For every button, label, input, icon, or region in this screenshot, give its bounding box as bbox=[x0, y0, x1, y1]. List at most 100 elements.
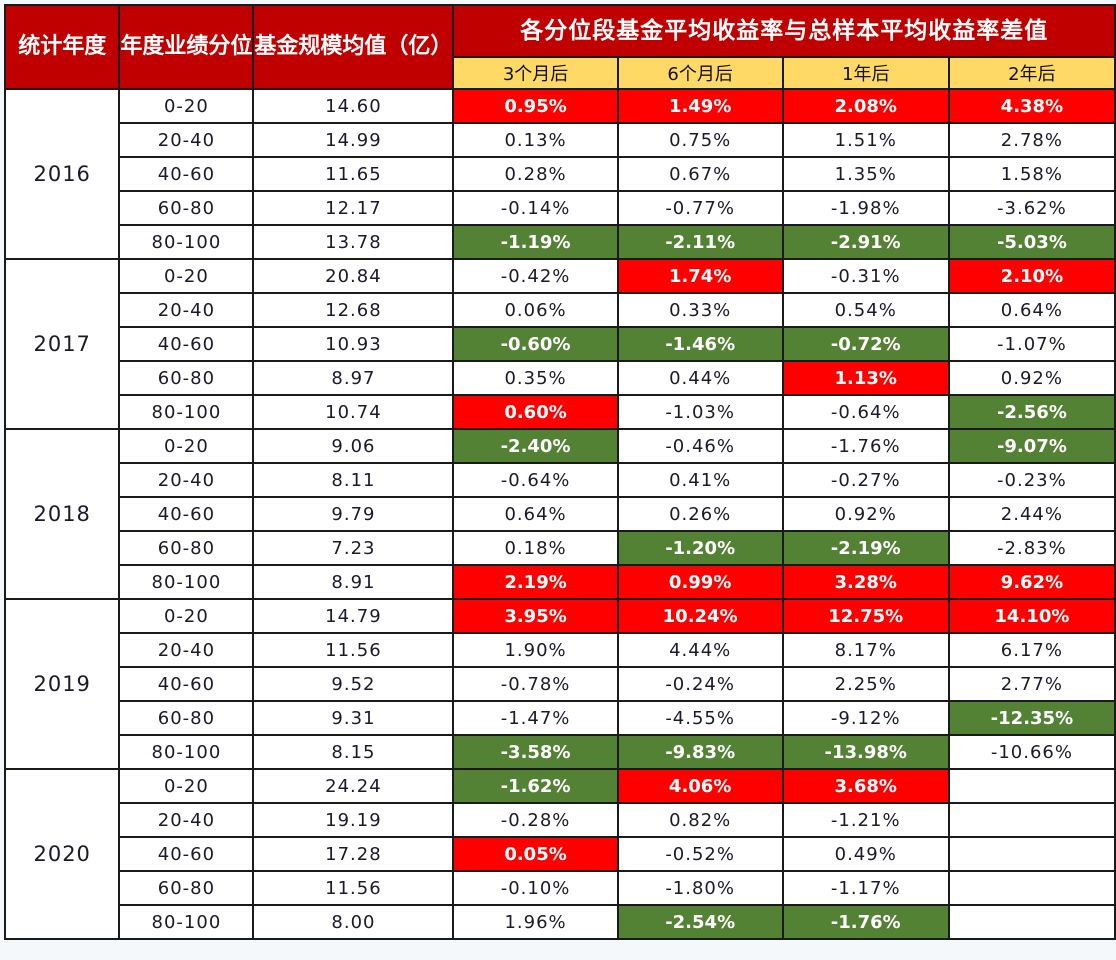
quantile-cell: 20-40 bbox=[118, 122, 255, 158]
fund-size-cell: 24.24 bbox=[252, 768, 455, 804]
header-2-years: 2年后 bbox=[947, 56, 1116, 90]
quantile-cell: 40-60 bbox=[118, 326, 255, 362]
return-diff-cell: -2.54% bbox=[616, 904, 784, 940]
fund-size-cell: 13.78 bbox=[252, 224, 455, 260]
empty-cell bbox=[947, 836, 1116, 872]
table-row: 2019 0-20 14.79 3.95% 10.24% 12.75% 14.10% bbox=[3, 598, 1116, 770]
fund-size-cell: 19.19 bbox=[252, 802, 455, 838]
year-cell: 2019 bbox=[3, 598, 121, 770]
return-diff-cell: 0.95% bbox=[452, 88, 619, 124]
fund-size-cell: 8.15 bbox=[252, 734, 455, 770]
return-diff-cell: 2.44% bbox=[947, 496, 1116, 532]
table-row: 20-40 12.68 0.06% 0.33% 0.54% 0.64% bbox=[5, 292, 1116, 328]
return-diff-cell: -9.07% bbox=[947, 428, 1116, 464]
quantile-cell: 20-40 bbox=[118, 802, 255, 838]
return-diff-cell: 2.19% bbox=[452, 564, 619, 600]
return-diff-cell: 1.35% bbox=[781, 156, 950, 192]
return-diff-cell: 0.49% bbox=[781, 836, 950, 872]
quantile-cell: 60-80 bbox=[118, 700, 255, 736]
fund-size-cell: 14.60 bbox=[252, 88, 455, 124]
table-row: 2017 0-20 20.84 -0.42% 1.74% -0.31% 2.10% bbox=[3, 258, 1116, 430]
return-diff-cell: -0.31% bbox=[781, 258, 950, 294]
return-diff-cell: 9.62% bbox=[947, 564, 1116, 600]
return-diff-cell: -0.27% bbox=[781, 462, 950, 498]
return-diff-cell: 0.92% bbox=[781, 496, 950, 532]
fund-size-cell: 8.97 bbox=[252, 360, 455, 396]
return-diff-cell: -2.40% bbox=[452, 428, 619, 464]
fund-size-cell: 10.74 bbox=[252, 394, 455, 430]
quantile-cell: 80-100 bbox=[118, 394, 255, 430]
return-diff-cell: 1.96% bbox=[452, 904, 619, 940]
return-diff-cell: -1.62% bbox=[452, 768, 619, 804]
table-row: 60-80 8.97 0.35% 0.44% 1.13% 0.92% bbox=[5, 360, 1116, 396]
return-diff-cell: 0.35% bbox=[452, 360, 619, 396]
return-diff-cell: 1.90% bbox=[452, 632, 619, 668]
return-diff-cell: -0.72% bbox=[781, 326, 950, 362]
fund-size-cell: 17.28 bbox=[252, 836, 455, 872]
return-diff-cell: -1.17% bbox=[781, 870, 950, 906]
fund-size-cell: 8.00 bbox=[252, 904, 455, 940]
return-diff-cell: -5.03% bbox=[947, 224, 1116, 260]
return-diff-cell: -12.35% bbox=[947, 700, 1116, 736]
header-3-months: 3个月后 bbox=[452, 56, 619, 90]
return-diff-cell: 0.64% bbox=[452, 496, 619, 532]
quantile-cell: 40-60 bbox=[118, 156, 255, 192]
fund-size-cell: 10.93 bbox=[252, 326, 455, 362]
quantile-cell: 0-20 bbox=[118, 428, 255, 464]
return-diff-cell: 2.25% bbox=[781, 666, 950, 702]
table-row: 2018 0-20 9.06 -2.40% -0.46% -1.76% -9.07% bbox=[3, 428, 1116, 600]
table-row: 40-60 11.65 0.28% 0.67% 1.35% 1.58% bbox=[5, 156, 1116, 192]
return-diff-cell: 3.28% bbox=[781, 564, 950, 600]
year-cell: 2016 bbox=[3, 88, 121, 260]
return-diff-cell: 0.28% bbox=[452, 156, 619, 192]
header-year: 统计年度 bbox=[3, 4, 121, 90]
return-diff-cell: -2.91% bbox=[781, 224, 950, 260]
return-diff-cell: -9.12% bbox=[781, 700, 950, 736]
return-diff-cell: 0.75% bbox=[616, 122, 784, 158]
return-diff-cell: 3.68% bbox=[781, 768, 950, 804]
return-diff-cell: 1.74% bbox=[616, 258, 784, 294]
fund-size-cell: 12.68 bbox=[252, 292, 455, 328]
fund-size-cell: 20.84 bbox=[252, 258, 455, 294]
return-diff-cell: -1.46% bbox=[616, 326, 784, 362]
year-cell: 2017 bbox=[3, 258, 121, 430]
return-diff-cell: 8.17% bbox=[781, 632, 950, 668]
return-diff-cell: -0.10% bbox=[452, 870, 619, 906]
return-diff-cell: -1.80% bbox=[616, 870, 784, 906]
return-diff-cell: 1.13% bbox=[781, 360, 950, 396]
return-diff-cell: -0.14% bbox=[452, 190, 619, 226]
fund-size-cell: 7.23 bbox=[252, 530, 455, 566]
quantile-cell: 40-60 bbox=[118, 496, 255, 532]
quantile-cell: 60-80 bbox=[118, 530, 255, 566]
table-row: 40-60 17.28 0.05% -0.52% 0.49% bbox=[5, 836, 1116, 872]
return-diff-cell: -0.77% bbox=[616, 190, 784, 226]
empty-cell bbox=[947, 768, 1116, 804]
return-diff-cell: -13.98% bbox=[781, 734, 950, 770]
fund-size-cell: 12.17 bbox=[252, 190, 455, 226]
table-row: 40-60 10.93 -0.60% -1.46% -0.72% -1.07% bbox=[5, 326, 1116, 362]
table-row: 80-100 8.15 -3.58% -9.83% -13.98% -10.66% bbox=[5, 734, 1116, 770]
return-diff-cell: 0.82% bbox=[616, 802, 784, 838]
header-group-title: 各分位段基金平均收益率与总样本平均收益率差值 bbox=[452, 4, 1116, 58]
return-diff-cell: 0.05% bbox=[452, 836, 619, 872]
return-diff-cell: 4.38% bbox=[947, 88, 1116, 124]
fund-size-cell: 8.91 bbox=[252, 564, 455, 600]
return-diff-cell: 2.78% bbox=[947, 122, 1116, 158]
quantile-cell: 20-40 bbox=[118, 292, 255, 328]
table-row: 20-40 19.19 -0.28% 0.82% -1.21% bbox=[5, 802, 1116, 838]
return-diff-cell: 2.08% bbox=[781, 88, 950, 124]
fund-size-cell: 11.65 bbox=[252, 156, 455, 192]
fund-quantile-return-table: 统计年度 年度业绩分位 基金规模均值（亿） 各分位段基金平均收益率与总样本平均收… bbox=[3, 4, 1116, 940]
return-diff-cell: -0.42% bbox=[452, 258, 619, 294]
return-diff-cell: 12.75% bbox=[781, 598, 950, 634]
quantile-cell: 80-100 bbox=[118, 564, 255, 600]
quantile-cell: 0-20 bbox=[118, 88, 255, 124]
fund-size-cell: 9.79 bbox=[252, 496, 455, 532]
return-diff-cell: 1.49% bbox=[616, 88, 784, 124]
quantile-cell: 80-100 bbox=[118, 734, 255, 770]
quantile-cell: 60-80 bbox=[118, 190, 255, 226]
return-diff-cell: 1.58% bbox=[947, 156, 1116, 192]
return-diff-cell: -3.62% bbox=[947, 190, 1116, 226]
return-diff-cell: -0.23% bbox=[947, 462, 1116, 498]
return-diff-cell: 0.92% bbox=[947, 360, 1116, 396]
